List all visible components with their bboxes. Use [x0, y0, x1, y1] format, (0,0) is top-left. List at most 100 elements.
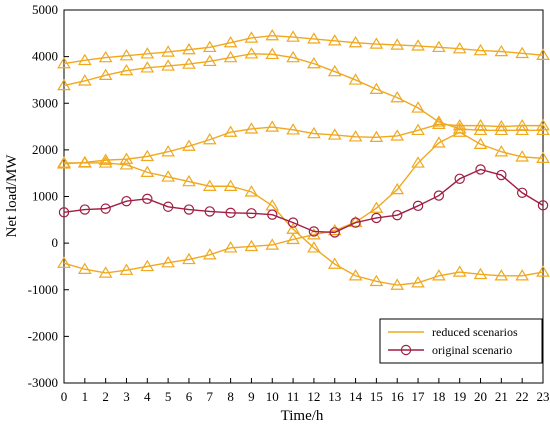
x-tick-label: 3 — [123, 389, 130, 404]
data-point-triangle — [57, 156, 71, 168]
data-point-triangle — [369, 37, 384, 49]
series-line — [63, 131, 544, 274]
data-point-circle — [537, 200, 549, 211]
data-point-circle — [225, 207, 236, 219]
data-point-triangle — [57, 56, 71, 69]
series-reduced-scenario — [57, 47, 550, 136]
data-point-circle — [329, 227, 340, 238]
data-point-triangle — [515, 46, 530, 59]
data-point-triangle — [265, 28, 280, 41]
data-point-triangle — [140, 149, 155, 162]
data-point-triangle — [390, 182, 405, 195]
data-point-triangle — [473, 118, 488, 131]
legend-swatch-circle — [400, 344, 412, 356]
data-point-triangle — [369, 274, 384, 287]
data-point-triangle — [202, 40, 217, 53]
data-point-triangle — [57, 256, 71, 268]
series-original-scenario — [58, 164, 549, 238]
data-point-triangle — [119, 263, 134, 275]
data-point-triangle — [327, 223, 342, 236]
data-point-triangle — [369, 82, 384, 94]
data-point-triangle — [515, 150, 530, 162]
data-point-triangle — [77, 156, 92, 168]
data-point-triangle — [307, 32, 321, 44]
data-point-triangle — [515, 118, 530, 131]
data-point-circle — [142, 193, 153, 205]
x-axis-title: Time/h — [281, 408, 324, 424]
data-point-circle — [308, 226, 320, 237]
data-point-circle — [371, 212, 382, 224]
x-tick-label: 13 — [328, 389, 341, 404]
series-line — [63, 53, 543, 131]
y-tick-label: 4000 — [32, 49, 58, 64]
data-point-triangle — [265, 47, 280, 60]
data-point-triangle — [161, 256, 175, 268]
data-point-circle — [121, 195, 132, 207]
x-tick-label: 14 — [349, 389, 363, 404]
x-tick-label: 6 — [186, 389, 193, 404]
data-point-triangle — [182, 174, 196, 187]
data-point-triangle — [307, 228, 321, 240]
data-point-triangle — [411, 276, 425, 288]
data-point-triangle — [202, 248, 217, 260]
x-tick-label: 4 — [144, 389, 151, 404]
y-tick-label: 5000 — [32, 2, 58, 17]
data-point-triangle — [223, 50, 238, 63]
data-point-triangle — [494, 119, 509, 132]
data-point-triangle — [348, 269, 363, 281]
data-point-triangle — [77, 53, 92, 66]
data-point-triangle — [98, 153, 113, 165]
data-point-triangle — [348, 130, 363, 142]
data-point-triangle — [452, 125, 467, 137]
data-point-triangle — [286, 232, 300, 245]
data-point-triangle — [307, 126, 321, 139]
data-point-triangle — [307, 56, 321, 69]
data-point-triangle — [161, 145, 175, 157]
y-tick-label: -1000 — [28, 282, 58, 297]
data-point-triangle — [140, 259, 155, 272]
x-tick-label: 20 — [474, 389, 487, 404]
data-point-triangle — [473, 137, 488, 150]
data-point-triangle — [494, 123, 509, 136]
data-point-triangle — [98, 266, 113, 278]
data-point-triangle — [536, 118, 550, 131]
data-point-triangle — [265, 120, 280, 132]
data-point-triangle — [57, 78, 71, 91]
x-tick-label: 9 — [248, 389, 255, 404]
data-point-circle — [475, 164, 486, 175]
data-point-triangle — [161, 45, 175, 57]
data-point-triangle — [182, 57, 196, 69]
data-point-triangle — [202, 132, 217, 145]
x-tick-label: 19 — [453, 389, 466, 404]
data-point-triangle — [77, 74, 92, 86]
data-point-triangle — [265, 238, 280, 250]
data-point-triangle — [494, 44, 509, 57]
x-tick-label: 0 — [61, 389, 68, 404]
x-tick-label: 11 — [287, 389, 300, 404]
data-point-circle — [287, 217, 299, 228]
data-point-triangle — [327, 257, 342, 269]
data-point-triangle — [182, 252, 196, 265]
data-point-triangle — [411, 39, 425, 51]
data-point-triangle — [286, 30, 300, 42]
data-point-triangle — [411, 123, 425, 136]
series-layer — [57, 28, 550, 290]
data-point-triangle — [223, 125, 238, 137]
data-point-triangle — [182, 42, 196, 55]
data-point-triangle — [452, 265, 467, 277]
data-point-triangle — [161, 170, 175, 182]
y-tick-label: 3000 — [32, 95, 58, 110]
data-point-triangle — [140, 47, 155, 59]
legend-label: reduced scenarios — [432, 325, 518, 339]
axes: 0 1 2 3 4 5 6 7 8 9 10 11 12 13 14 15 16 17 18 19 20 21 22 23-3… — [28, 2, 550, 404]
series-reduced-scenario — [57, 28, 550, 69]
series-line — [64, 162, 544, 286]
x-tick-label: 8 — [227, 389, 234, 404]
data-point-triangle — [223, 241, 238, 253]
data-point-triangle — [119, 63, 134, 76]
series-reduced-scenario — [57, 117, 550, 169]
data-point-circle — [58, 207, 70, 218]
data-point-circle — [392, 209, 403, 221]
legend: reduced scenarios original scenario — [379, 318, 543, 364]
data-point-triangle — [432, 136, 446, 148]
